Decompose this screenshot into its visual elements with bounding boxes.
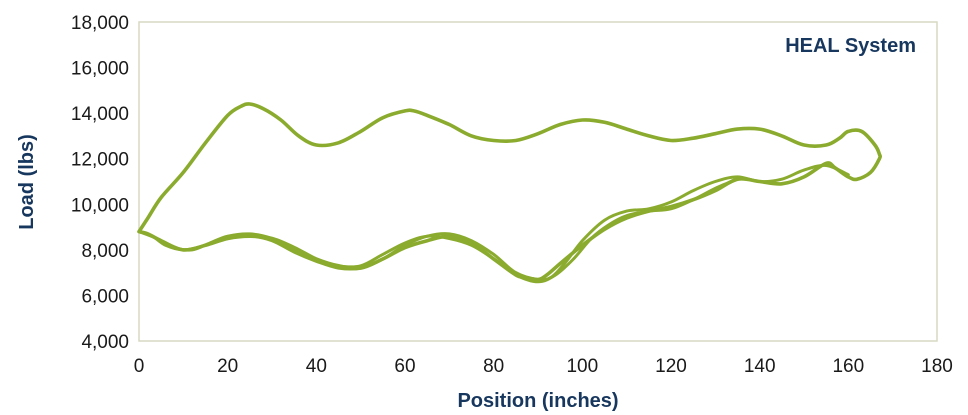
x-tick-label: 120 bbox=[655, 356, 687, 377]
y-axis-title: Load (lbs) bbox=[16, 134, 38, 230]
y-tick-label: 12,000 bbox=[71, 150, 129, 171]
y-tick-label: 14,000 bbox=[71, 104, 129, 125]
x-tick-label: 100 bbox=[566, 356, 598, 377]
x-tick-label: 160 bbox=[832, 356, 864, 377]
y-tick-label: 8,000 bbox=[81, 241, 129, 262]
x-tick-label: 20 bbox=[217, 356, 238, 377]
x-tick-label: 80 bbox=[483, 356, 504, 377]
y-tick-label: 4,000 bbox=[81, 332, 129, 353]
x-tick-label: 140 bbox=[744, 356, 776, 377]
x-tick-label: 40 bbox=[306, 356, 327, 377]
x-tick-label: 0 bbox=[134, 356, 145, 377]
x-tick-label: 60 bbox=[394, 356, 415, 377]
x-tick-label: 180 bbox=[921, 356, 953, 377]
y-tick-label: 10,000 bbox=[71, 195, 129, 216]
series-line bbox=[137, 177, 739, 284]
x-axis-ticks: 0 20 40 60 80 100 120 140 160 180 bbox=[134, 356, 953, 377]
plot-area bbox=[138, 21, 938, 342]
series-group bbox=[137, 102, 882, 284]
legend-label: HEAL System bbox=[785, 35, 916, 57]
y-tick-label: 6,000 bbox=[81, 286, 129, 307]
y-tick-label: 16,000 bbox=[71, 59, 129, 80]
y-axis-ticks: 4,000 6,000 8,000 10,000 12,000 14,000 16,000 1… bbox=[71, 13, 129, 353]
series-line bbox=[137, 102, 882, 282]
y-tick-label: 18,000 bbox=[71, 13, 129, 34]
series-line bbox=[137, 163, 850, 282]
x-axis-title: Position (inches) bbox=[457, 390, 618, 412]
